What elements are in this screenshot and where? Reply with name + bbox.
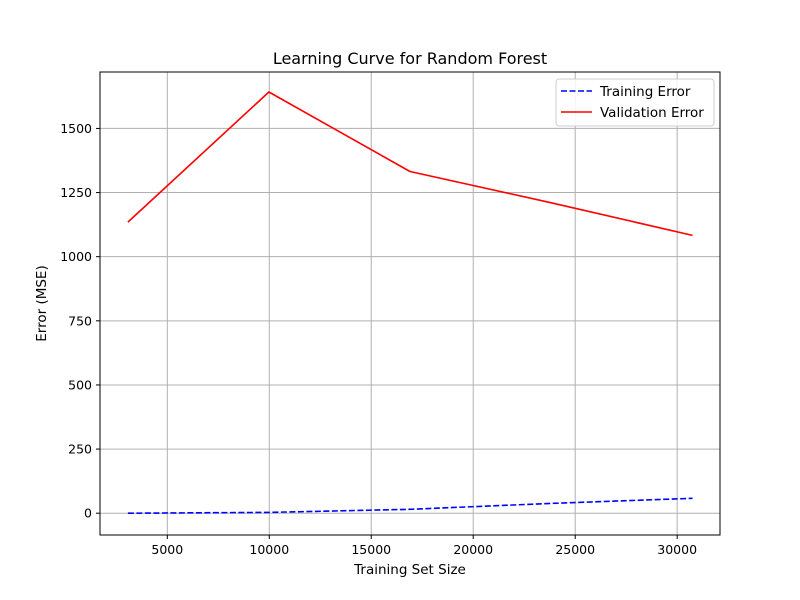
- y-tick-label: 0: [84, 506, 92, 521]
- legend-label-training-error: Training Error: [599, 84, 691, 100]
- chart-title: Learning Curve for Random Forest: [273, 49, 547, 68]
- x-axis-label: Training Set Size: [353, 562, 466, 578]
- y-tick-label: 1000: [60, 249, 92, 264]
- y-tick-label: 750: [68, 313, 92, 328]
- plot-area: [100, 72, 720, 535]
- y-tick-label: 250: [68, 442, 92, 457]
- y-axis-label: Error (MSE): [34, 265, 50, 341]
- x-tick-label: 15000: [351, 542, 391, 557]
- x-tick-label: 5000: [151, 542, 183, 557]
- x-tick-label: 10000: [249, 542, 289, 557]
- training-error-line: [127, 497, 693, 514]
- validation-error-line: [127, 91, 693, 237]
- y-tick-label: 1250: [60, 185, 92, 200]
- x-tick-label: 20000: [453, 542, 493, 557]
- legend: Training Error Validation Error: [555, 78, 715, 127]
- legend-label-validation-error: Validation Error: [600, 105, 704, 121]
- x-tick-label: 25000: [555, 542, 595, 557]
- y-tick-label: 1500: [60, 121, 92, 136]
- legend-box: [555, 78, 715, 127]
- series-lines: [127, 91, 693, 514]
- x-tick-label: 30000: [657, 542, 697, 557]
- y-tick-label: 500: [68, 377, 92, 392]
- plot-frame: [99, 71, 721, 536]
- axis-ticks: 5000 10000 15000 20000 25000 30000 0 250 500 750 1…: [60, 121, 697, 557]
